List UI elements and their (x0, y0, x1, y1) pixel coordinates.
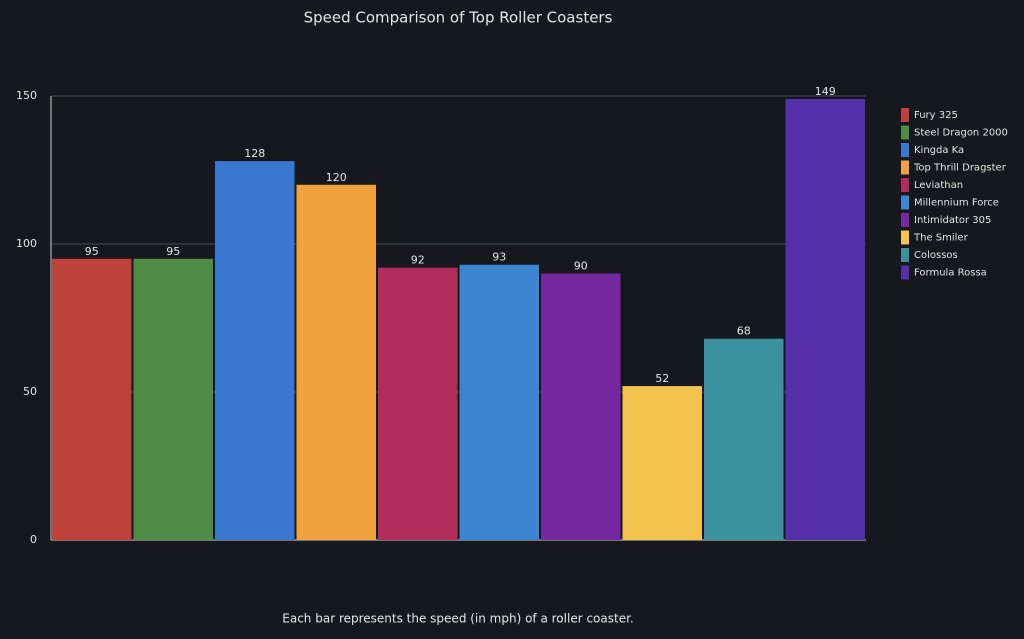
legend-swatch (901, 160, 909, 175)
bar (541, 273, 621, 540)
value-label: 52 (655, 372, 669, 385)
legend-label: Steel Dragon 2000 (914, 128, 1008, 139)
value-label: 95 (85, 245, 99, 258)
legend-label: Kingda Ka (914, 145, 964, 156)
y-tick-label: 50 (23, 385, 37, 398)
value-label: 93 (492, 251, 506, 264)
legend-swatch (901, 265, 909, 280)
legend-label: Top Thrill Dragster (913, 163, 1007, 174)
legend-swatch (901, 108, 909, 122)
bar (704, 338, 784, 540)
legend-swatch (901, 230, 909, 245)
bar (296, 184, 376, 541)
bar (459, 264, 539, 540)
caption: Each bar represents the speed (in mph) o… (282, 612, 633, 626)
legend-label: The Smiler (913, 233, 969, 244)
y-tick-label: 150 (16, 89, 37, 102)
legend-label: Leviathan (914, 180, 963, 191)
value-label: 128 (244, 147, 265, 160)
legend-label: Colossos (914, 250, 958, 261)
legend-swatch (901, 248, 909, 262)
legend-label: Intimidator 305 (914, 215, 991, 226)
value-label: 95 (166, 245, 180, 258)
legend-label: Formula Rossa (914, 268, 987, 279)
legend-swatch (901, 178, 909, 192)
bar (785, 98, 865, 541)
legend-label: Millennium Force (914, 198, 999, 209)
chart-title: Speed Comparison of Top Roller Coasters (304, 9, 613, 27)
legend-swatch (901, 143, 909, 157)
value-label: 68 (737, 325, 751, 338)
value-label: 120 (326, 171, 347, 184)
y-tick-label: 100 (16, 237, 37, 250)
bar (52, 258, 132, 540)
legend-swatch (901, 213, 909, 227)
value-label: 90 (574, 260, 588, 273)
y-tick-label: 0 (30, 533, 37, 546)
legend-label: Fury 325 (914, 110, 958, 121)
legend-swatch (901, 125, 909, 140)
value-label: 149 (815, 85, 836, 98)
value-label: 92 (411, 254, 425, 267)
bar (215, 161, 295, 540)
bar (133, 258, 213, 540)
legend-swatch (901, 195, 909, 210)
bar (378, 267, 458, 540)
bar (622, 386, 702, 540)
